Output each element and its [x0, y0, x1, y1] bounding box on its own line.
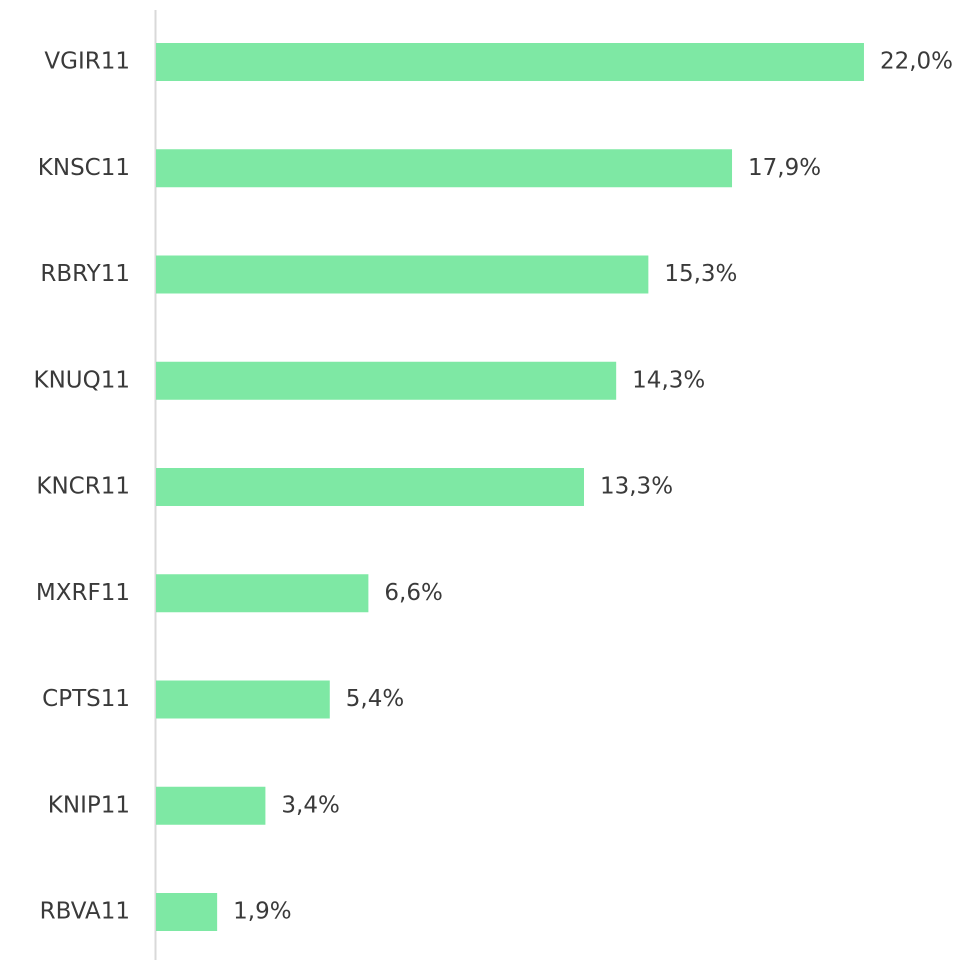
- category-label: RBRY11: [40, 261, 130, 287]
- value-label: 14,3%: [632, 367, 705, 393]
- value-label: 6,6%: [384, 580, 442, 606]
- value-label: 3,4%: [281, 792, 339, 818]
- category-label: VGIR11: [44, 49, 130, 75]
- category-label: MXRF11: [36, 580, 130, 606]
- value-label: 15,3%: [664, 261, 737, 287]
- value-label: 13,3%: [600, 474, 673, 500]
- category-label: CPTS11: [42, 686, 130, 712]
- category-label: RBVA11: [40, 899, 130, 925]
- category-label: KNCR11: [36, 474, 130, 500]
- value-label: 22,0%: [880, 49, 953, 75]
- value-label: 1,9%: [233, 899, 291, 925]
- bar: [156, 468, 584, 506]
- bar: [156, 680, 330, 719]
- category-label: KNUQ11: [34, 367, 131, 393]
- bar: [156, 361, 617, 400]
- bar: [156, 255, 649, 294]
- value-label: 5,4%: [346, 686, 404, 712]
- value-label: 17,9%: [748, 155, 821, 181]
- bar: [156, 149, 733, 188]
- bar: [156, 43, 864, 81]
- category-label: KNSC11: [38, 155, 130, 181]
- bar: [156, 574, 369, 613]
- bar: [156, 786, 266, 825]
- category-label: KNIP11: [48, 792, 130, 818]
- bar: [156, 893, 218, 931]
